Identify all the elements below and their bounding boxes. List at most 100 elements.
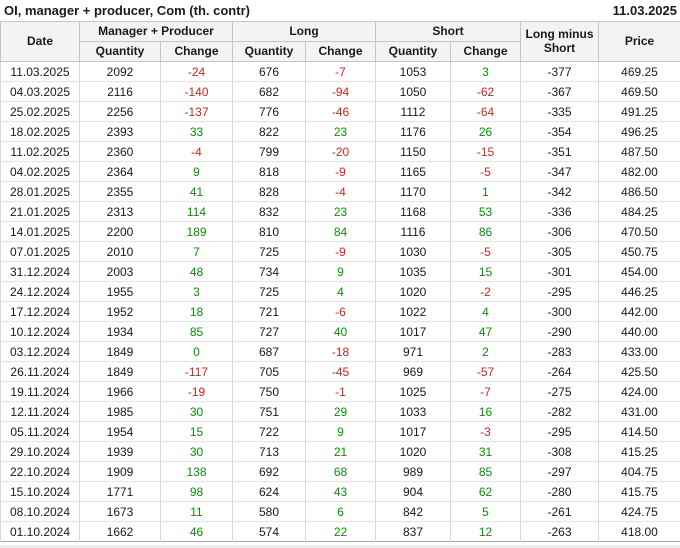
short-change-cell: 3: [450, 61, 522, 82]
long-minus-short-cell: -290: [520, 321, 600, 342]
mp-change-cell: -117: [160, 361, 233, 382]
long-quantity-cell: 776: [232, 101, 306, 122]
long-quantity-cell: 682: [232, 81, 306, 102]
oi-table: Date Manager + Producer Long Short Long …: [0, 21, 680, 542]
short-quantity-cell: 1050: [375, 81, 452, 102]
short-change-cell: -3: [450, 421, 522, 442]
short-quantity-cell: 971: [375, 341, 452, 362]
long-quantity-cell: 751: [232, 401, 306, 422]
mp-quantity-cell: 2360: [79, 141, 161, 162]
mp-quantity-cell: 1939: [79, 441, 161, 462]
short-quantity-cell: 1176: [375, 121, 452, 142]
long-change-cell: 40: [305, 321, 377, 342]
column-header-mp-quantity: Quantity: [79, 41, 161, 62]
long-quantity-cell: 822: [232, 121, 306, 142]
mp-change-cell: 7: [160, 241, 233, 262]
mp-change-cell: 46: [160, 521, 233, 542]
long-change-cell: 6: [305, 501, 377, 522]
long-minus-short-cell: -275: [520, 381, 600, 402]
mp-quantity-cell: 1985: [79, 401, 161, 422]
table-row: 11.03.2025 2092 -24 676 -7 1053 3 -377 469.25: [0, 61, 680, 82]
long-change-cell: 84: [305, 221, 377, 242]
mp-quantity-cell: 2364: [79, 161, 161, 182]
long-change-cell: -18: [305, 341, 377, 362]
long-minus-short-cell: -347: [520, 161, 600, 182]
short-change-cell: 53: [450, 201, 522, 222]
long-quantity-cell: 818: [232, 161, 306, 182]
page-title: OI, manager + producer, Com (th. contr): [4, 3, 250, 18]
price-cell: 454.00: [598, 261, 680, 282]
long-quantity-cell: 828: [232, 181, 306, 202]
short-change-cell: 26: [450, 121, 522, 142]
table-row: 14.01.2025 2200 189 810 84 1116 86 -306 470.50: [0, 221, 680, 242]
mp-change-cell: 15: [160, 421, 233, 442]
long-quantity-cell: 725: [232, 241, 306, 262]
short-quantity-cell: 1150: [375, 141, 452, 162]
price-cell: 470.50: [598, 221, 680, 242]
long-quantity-cell: 734: [232, 261, 306, 282]
short-change-cell: 62: [450, 481, 522, 502]
mp-quantity-cell: 1771: [79, 481, 161, 502]
short-quantity-cell: 904: [375, 481, 452, 502]
table-row: 17.12.2024 1952 18 721 -6 1022 4 -300 442.00: [0, 301, 680, 322]
mp-change-cell: 0: [160, 341, 233, 362]
long-change-cell: 23: [305, 121, 377, 142]
mp-change-cell: 41: [160, 181, 233, 202]
date-cell: 19.11.2024: [0, 381, 80, 402]
short-change-cell: 47: [450, 321, 522, 342]
long-minus-short-cell: -264: [520, 361, 600, 382]
short-quantity-cell: 1025: [375, 381, 452, 402]
long-minus-short-cell: -342: [520, 181, 600, 202]
column-group-long: Long: [231, 21, 377, 42]
price-cell: 446.25: [598, 281, 680, 302]
column-header-short-change: Change: [450, 41, 522, 62]
date-cell: 15.10.2024: [0, 481, 80, 502]
mp-change-cell: 138: [160, 461, 233, 482]
mp-quantity-cell: 1849: [79, 341, 161, 362]
mp-change-cell: 33: [160, 121, 233, 142]
short-change-cell: -15: [450, 141, 522, 162]
mp-change-cell: 18: [160, 301, 233, 322]
column-header-date: Date: [0, 21, 80, 62]
long-quantity-cell: 624: [232, 481, 306, 502]
short-quantity-cell: 989: [375, 461, 452, 482]
short-change-cell: -64: [450, 101, 522, 122]
long-minus-short-cell: -351: [520, 141, 600, 162]
mp-change-cell: -19: [160, 381, 233, 402]
date-cell: 22.10.2024: [0, 461, 80, 482]
mp-quantity-cell: 2116: [79, 81, 161, 102]
price-cell: 431.00: [598, 401, 680, 422]
short-quantity-cell: 1053: [375, 61, 452, 82]
short-change-cell: -2: [450, 281, 522, 302]
mp-change-cell: 98: [160, 481, 233, 502]
long-quantity-cell: 687: [232, 341, 306, 362]
long-minus-short-cell: -280: [520, 481, 600, 502]
table-row: 07.01.2025 2010 7 725 -9 1030 -5 -305 450.75: [0, 241, 680, 262]
table-row: 12.11.2024 1985 30 751 29 1033 16 -282 431.00: [0, 401, 680, 422]
date-cell: 03.12.2024: [0, 341, 80, 362]
table-row: 08.10.2024 1673 11 580 6 842 5 -261 424.75: [0, 501, 680, 522]
long-minus-short-cell: -295: [520, 421, 600, 442]
mp-change-cell: 114: [160, 201, 233, 222]
mp-quantity-cell: 2256: [79, 101, 161, 122]
price-cell: 487.50: [598, 141, 680, 162]
mp-change-cell: 11: [160, 501, 233, 522]
date-cell: 10.12.2024: [0, 321, 80, 342]
short-quantity-cell: 969: [375, 361, 452, 382]
date-cell: 31.12.2024: [0, 261, 80, 282]
long-minus-short-cell: -301: [520, 261, 600, 282]
short-change-cell: 86: [450, 221, 522, 242]
short-change-cell: 31: [450, 441, 522, 462]
short-change-cell: -62: [450, 81, 522, 102]
mp-change-cell: -24: [160, 61, 233, 82]
price-cell: 484.25: [598, 201, 680, 222]
mp-quantity-cell: 2003: [79, 261, 161, 282]
price-cell: 450.75: [598, 241, 680, 262]
short-change-cell: 15: [450, 261, 522, 282]
short-change-cell: -57: [450, 361, 522, 382]
mp-change-cell: 3: [160, 281, 233, 302]
mp-change-cell: -140: [160, 81, 233, 102]
long-change-cell: -46: [305, 101, 377, 122]
long-change-cell: -45: [305, 361, 377, 382]
date-cell: 29.10.2024: [0, 441, 80, 462]
